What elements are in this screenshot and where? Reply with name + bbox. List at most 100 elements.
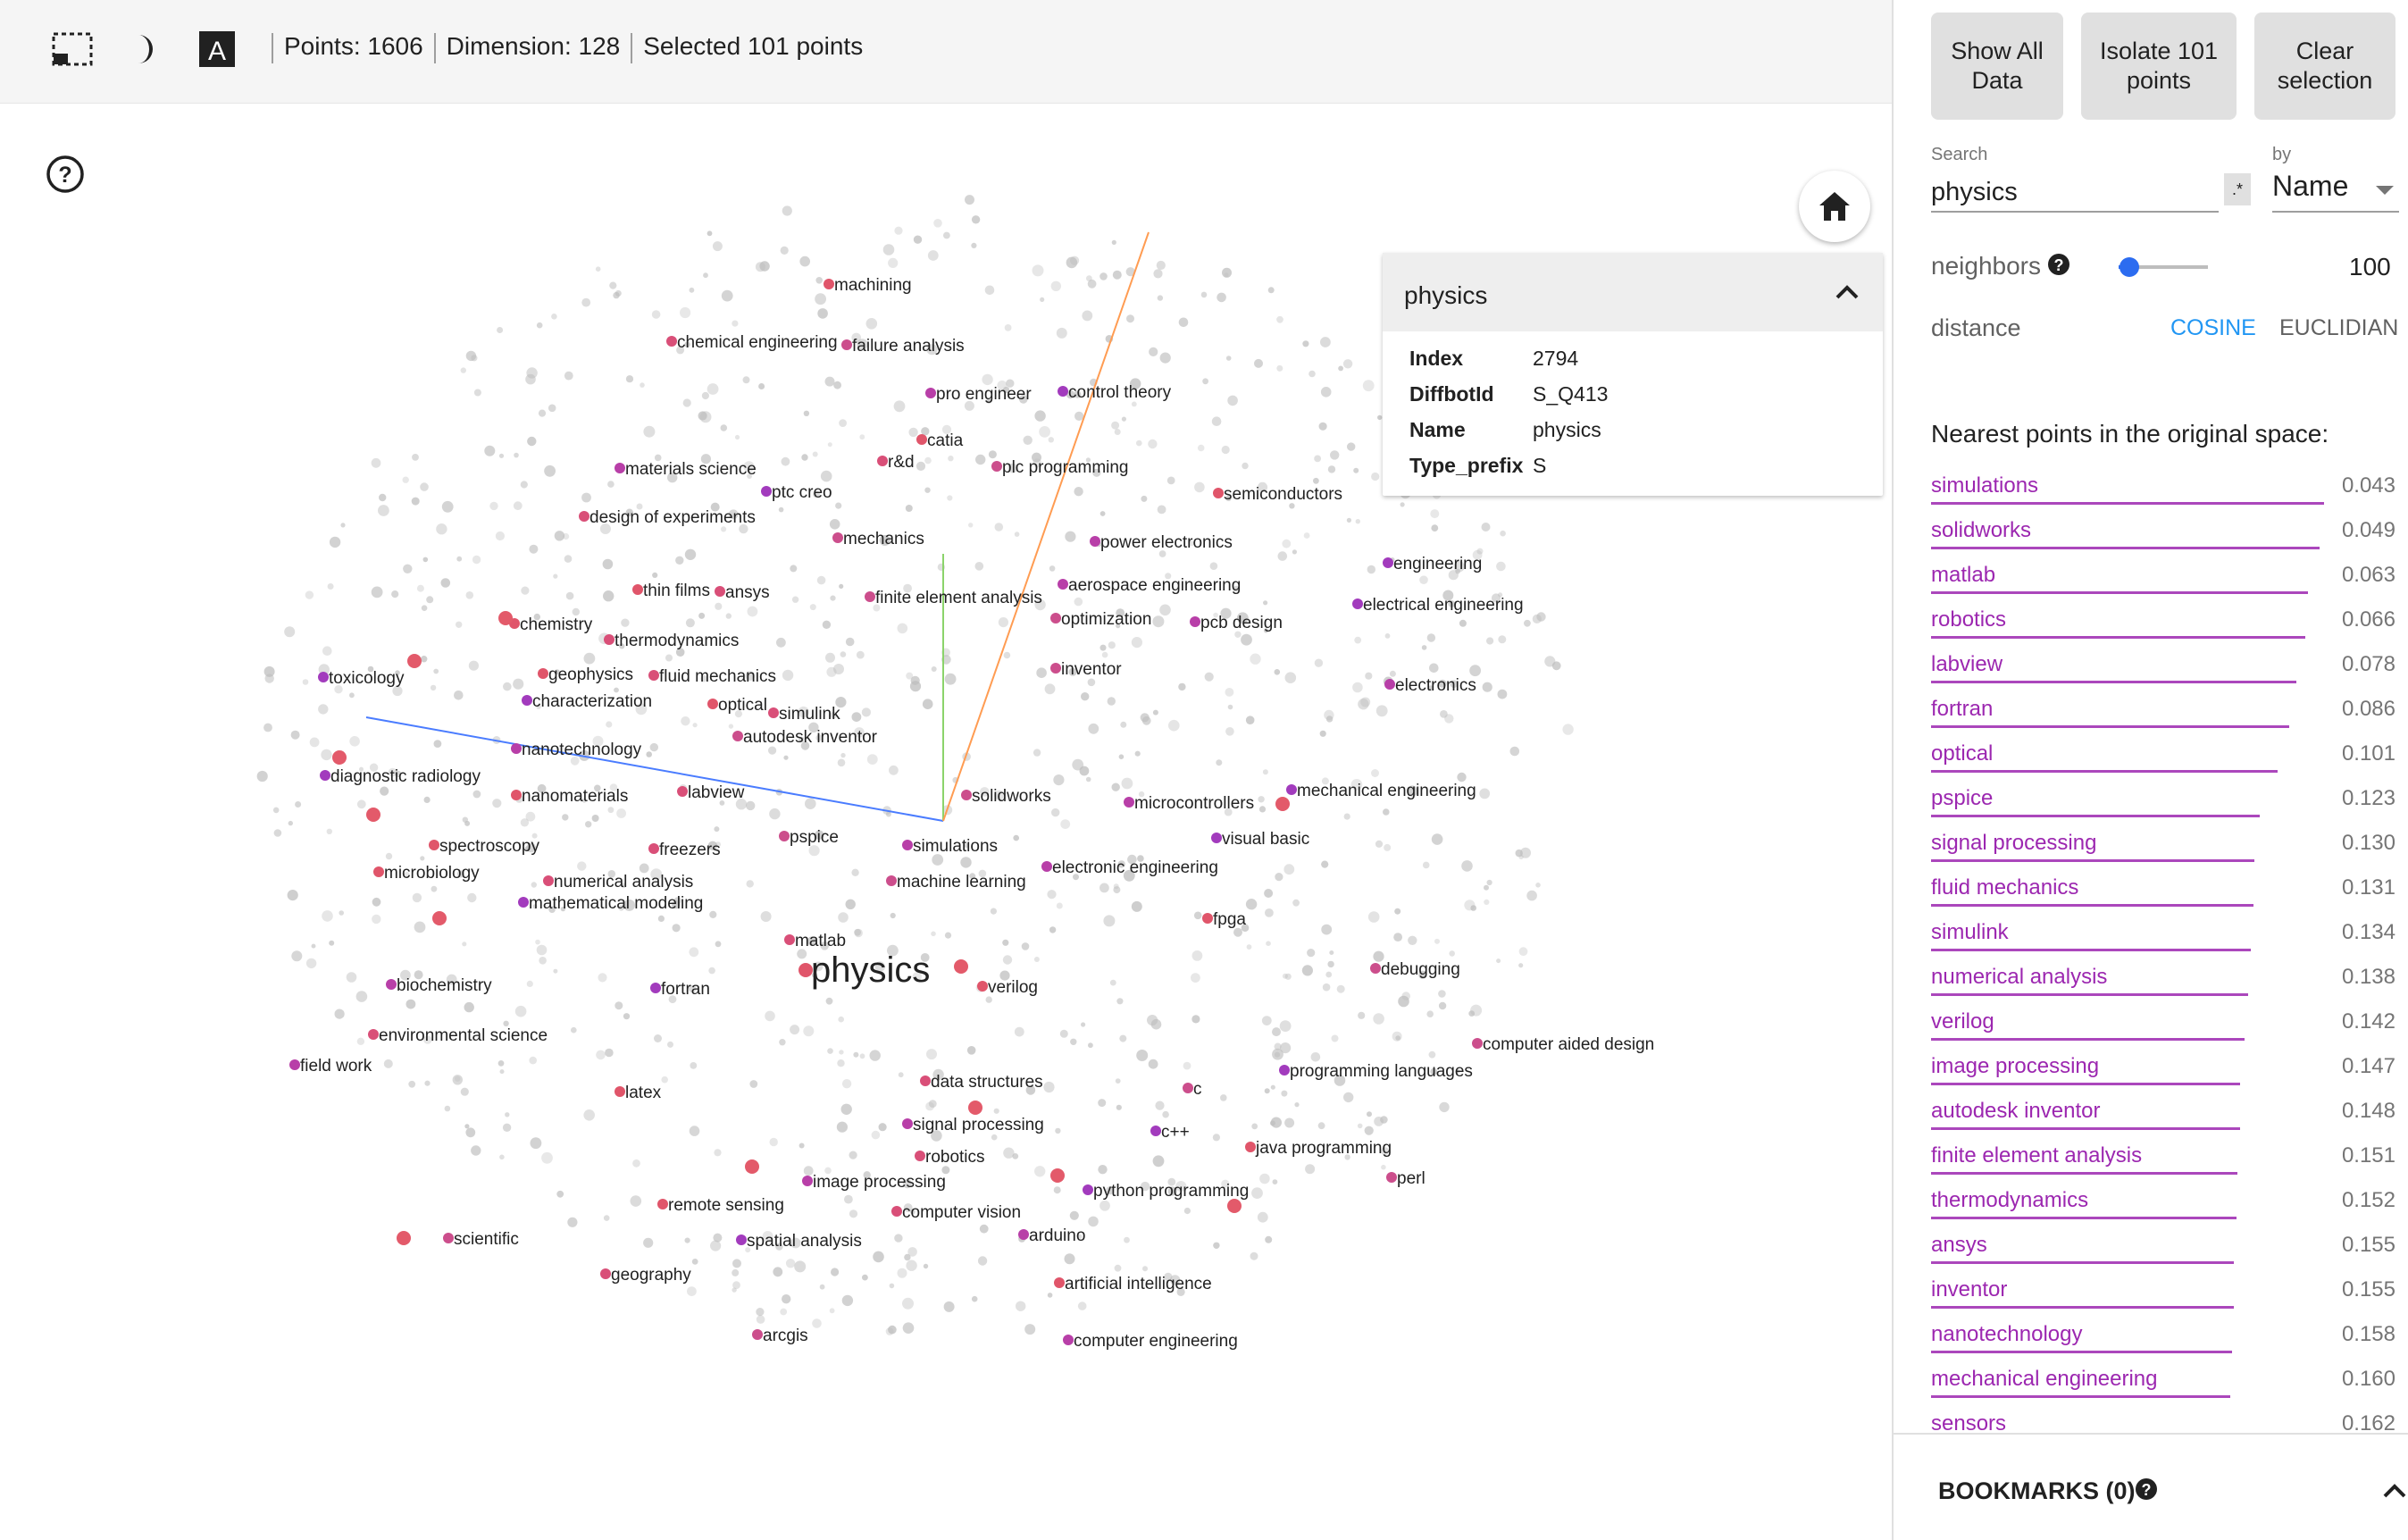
data-point[interactable] bbox=[799, 255, 810, 267]
data-point[interactable] bbox=[819, 1284, 825, 1290]
data-point[interactable] bbox=[1006, 379, 1015, 388]
data-point[interactable] bbox=[745, 1247, 751, 1253]
data-point[interactable] bbox=[756, 1315, 765, 1324]
data-point[interactable] bbox=[471, 355, 478, 362]
selected-point[interactable] bbox=[784, 934, 795, 945]
nearest-point-item[interactable]: fortran 0.086 bbox=[1931, 688, 2395, 732]
data-point[interactable] bbox=[473, 389, 481, 397]
data-point[interactable] bbox=[536, 944, 548, 956]
cosine-button[interactable]: COSINE bbox=[2170, 315, 2256, 340]
help-icon[interactable]: ? bbox=[2135, 1477, 2158, 1501]
data-point[interactable] bbox=[969, 873, 976, 880]
data-point[interactable] bbox=[371, 586, 383, 598]
data-point[interactable] bbox=[1257, 481, 1268, 492]
data-point[interactable] bbox=[404, 872, 410, 878]
data-point[interactable] bbox=[563, 532, 570, 540]
data-point[interactable] bbox=[890, 912, 896, 919]
data-point[interactable] bbox=[1101, 651, 1108, 658]
data-point[interactable] bbox=[714, 1149, 722, 1157]
data-point[interactable] bbox=[815, 277, 823, 284]
data-point[interactable] bbox=[756, 1308, 765, 1317]
data-point[interactable] bbox=[1074, 411, 1084, 421]
nearest-point-name[interactable]: verilog bbox=[1931, 1009, 1994, 1034]
data-point[interactable] bbox=[326, 828, 332, 834]
data-point[interactable] bbox=[606, 721, 613, 728]
data-point[interactable] bbox=[857, 339, 868, 350]
data-point[interactable] bbox=[553, 573, 558, 579]
data-point[interactable] bbox=[420, 482, 429, 491]
data-point[interactable] bbox=[732, 1268, 740, 1276]
selected-point[interactable] bbox=[1211, 833, 1222, 843]
data-point[interactable] bbox=[813, 961, 824, 972]
data-point[interactable] bbox=[790, 1025, 800, 1035]
data-point[interactable] bbox=[1060, 819, 1071, 829]
data-point[interactable] bbox=[1220, 607, 1232, 619]
data-point[interactable] bbox=[1486, 637, 1494, 645]
data-point[interactable] bbox=[838, 1016, 844, 1023]
data-point[interactable] bbox=[548, 404, 556, 413]
data-point[interactable] bbox=[1121, 777, 1133, 790]
data-point[interactable] bbox=[1520, 847, 1531, 858]
data-point[interactable] bbox=[1023, 435, 1033, 445]
selected-point[interactable] bbox=[429, 840, 439, 850]
data-point[interactable] bbox=[1051, 808, 1060, 817]
nearest-point-name[interactable]: inventor bbox=[1931, 1277, 2008, 1301]
data-point[interactable] bbox=[1496, 958, 1501, 964]
data-point[interactable] bbox=[649, 742, 658, 752]
data-point[interactable] bbox=[1081, 692, 1090, 701]
data-point[interactable] bbox=[1358, 699, 1369, 710]
data-point[interactable] bbox=[355, 991, 368, 1002]
data-point[interactable] bbox=[1211, 416, 1222, 427]
data-point[interactable] bbox=[815, 293, 826, 305]
data-point[interactable] bbox=[498, 453, 505, 458]
data-point[interactable] bbox=[1227, 704, 1233, 710]
data-point[interactable] bbox=[1524, 619, 1531, 627]
data-point[interactable] bbox=[1082, 310, 1093, 322]
data-point[interactable] bbox=[564, 371, 573, 381]
data-point[interactable] bbox=[1448, 600, 1456, 607]
data-point[interactable] bbox=[732, 1281, 740, 1290]
data-point[interactable] bbox=[1408, 935, 1417, 945]
data-point[interactable] bbox=[1532, 614, 1542, 624]
data-point[interactable] bbox=[854, 727, 865, 738]
data-point[interactable] bbox=[1056, 327, 1067, 339]
data-point[interactable] bbox=[824, 376, 835, 387]
data-point[interactable] bbox=[1070, 255, 1080, 265]
data-point[interactable] bbox=[1344, 1154, 1350, 1160]
selected-point[interactable] bbox=[736, 1235, 747, 1245]
data-point[interactable] bbox=[1303, 532, 1310, 539]
data-point[interactable] bbox=[1329, 950, 1334, 955]
data-point[interactable] bbox=[464, 1124, 470, 1129]
data-point[interactable] bbox=[379, 493, 387, 502]
data-point[interactable] bbox=[524, 846, 531, 851]
data-point[interactable] bbox=[1325, 971, 1333, 978]
data-point[interactable] bbox=[513, 501, 523, 511]
data-point[interactable] bbox=[1442, 590, 1454, 601]
data-point[interactable] bbox=[745, 671, 756, 681]
data-point[interactable] bbox=[1159, 352, 1171, 364]
data-point[interactable] bbox=[412, 892, 422, 903]
data-point[interactable] bbox=[715, 941, 722, 948]
data-point[interactable] bbox=[1241, 633, 1252, 646]
data-point[interactable] bbox=[728, 509, 739, 520]
data-point[interactable] bbox=[1099, 511, 1106, 516]
data-point[interactable] bbox=[944, 932, 952, 939]
data-point[interactable] bbox=[878, 1123, 887, 1132]
nearest-point-item[interactable]: nanotechnology 0.158 bbox=[1931, 1313, 2395, 1358]
selected-point[interactable] bbox=[397, 1231, 411, 1245]
data-point[interactable] bbox=[922, 699, 933, 709]
data-point[interactable] bbox=[329, 940, 335, 946]
selected-point[interactable] bbox=[707, 699, 718, 709]
data-point[interactable] bbox=[1434, 938, 1440, 944]
data-point[interactable] bbox=[941, 1166, 950, 1175]
data-point[interactable] bbox=[782, 1294, 791, 1304]
nearest-point-name[interactable]: pspice bbox=[1931, 786, 1994, 810]
data-point[interactable] bbox=[1149, 347, 1158, 356]
data-point[interactable] bbox=[902, 1322, 915, 1334]
selection-mode-icon[interactable] bbox=[50, 27, 95, 71]
data-point[interactable] bbox=[839, 583, 844, 590]
nearest-point-name[interactable]: image processing bbox=[1931, 1054, 2100, 1078]
data-point[interactable] bbox=[863, 1171, 871, 1179]
data-point[interactable] bbox=[906, 672, 914, 680]
data-point[interactable] bbox=[1050, 280, 1062, 291]
